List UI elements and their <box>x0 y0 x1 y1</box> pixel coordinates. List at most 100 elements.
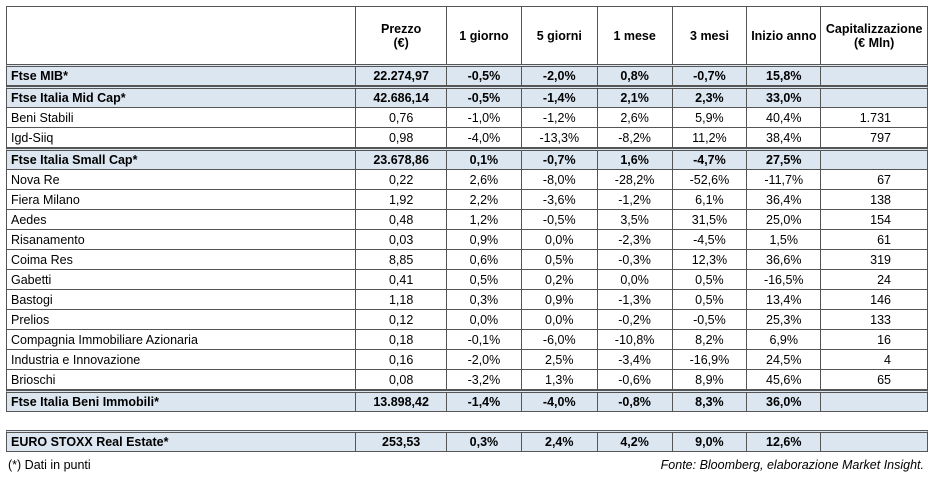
value-cell: -13,3% <box>522 128 598 147</box>
value-cell <box>821 67 927 85</box>
value-cell: 13.898,42 <box>356 393 448 411</box>
value-cell: 1,2% <box>447 210 522 229</box>
value-cell: 67 <box>877 172 891 187</box>
value-cell: -0,3% <box>598 250 673 269</box>
value-cell: -2,0% <box>447 350 522 369</box>
value-cell: -1,2% <box>522 108 598 127</box>
value-cell: 22.274,97 <box>356 67 448 85</box>
header-cell <box>7 7 357 65</box>
value-cell: -1,4% <box>447 393 522 411</box>
value-cell: 0,5% <box>447 270 522 289</box>
header-cell: Prezzo (€) <box>356 7 448 65</box>
value-cell: 1.731 <box>859 110 891 125</box>
value-cell: 2,6% <box>447 170 522 189</box>
stock-row: Nova Re 0,22 2,6% -8,0% -28,2% -52,6% -11,7% 67 <box>6 170 928 190</box>
value-cell: -11,7% <box>747 170 822 189</box>
value-cell: 8,2% <box>673 330 748 349</box>
header-text: 3 mesi <box>690 29 729 43</box>
value-cell: -28,2% <box>598 170 673 189</box>
value-cell: 2,5% <box>522 350 598 369</box>
value-cell: -10,8% <box>598 330 673 349</box>
value-cell: 8,9% <box>673 370 748 389</box>
value-cell: 0,12 <box>356 310 448 329</box>
header-text: 1 giorno <box>459 29 509 43</box>
value-cell: 2,4% <box>522 433 598 451</box>
row-label: Industria e Innovazione <box>7 350 357 369</box>
header-cell: 5 giorni <box>522 7 598 65</box>
header-cell: Inizio anno <box>747 7 822 65</box>
stock-row: Gabetti 0,41 0,5% 0,2% 0,0% 0,5% -16,5% 24 <box>6 270 928 290</box>
value-cell: -16,9% <box>673 350 748 369</box>
value-cell: -0,5% <box>447 67 522 85</box>
value-cell: 11,2% <box>673 128 748 147</box>
header-text: Prezzo <box>380 22 422 36</box>
stock-row: Prelios 0,12 0,0% 0,0% -0,2% -0,5% 25,3% 133 <box>6 310 928 330</box>
value-cell: 0,5% <box>673 290 748 309</box>
value-cell: 0,8% <box>598 67 673 85</box>
value-cell: 13,4% <box>747 290 822 309</box>
header-cell: 1 giorno <box>447 7 522 65</box>
value-cell: -0,7% <box>673 67 748 85</box>
header-text: (€ Mln) <box>853 36 895 50</box>
value-cell: 42.686,14 <box>356 89 448 107</box>
value-cell: 253,53 <box>356 433 448 451</box>
value-cell: 9,0% <box>673 433 748 451</box>
value-cell: 138 <box>870 192 891 207</box>
stock-row: Igd-Siiq 0,98 -4,0% -13,3% -8,2% 11,2% 38,4% 79… <box>6 128 928 148</box>
value-cell: 31,5% <box>673 210 748 229</box>
value-cell: -0,1% <box>447 330 522 349</box>
value-cell: 0,41 <box>356 270 448 289</box>
value-cell: 36,0% <box>747 393 822 411</box>
value-cell: 1,92 <box>356 190 448 209</box>
value-cell: -16,5% <box>747 270 822 289</box>
value-cell: 24,5% <box>747 350 822 369</box>
stock-row: Brioschi 0,08 -3,2% 1,3% -0,6% 8,9% 45,6% 65 <box>6 370 928 390</box>
value-cell: 0,22 <box>356 170 448 189</box>
value-cell: 133 <box>870 312 891 327</box>
index-row: Ftse Italia Small Cap* 23.678,86 0,1% -0,7%… <box>6 148 928 170</box>
row-label: Gabetti <box>7 270 357 289</box>
stock-row: Compagnia Immobiliare Azionaria 0,18 -0,1%… <box>6 330 928 350</box>
header-cell: 1 mese <box>598 7 673 65</box>
value-cell: 1,3% <box>522 370 598 389</box>
header-text: (€) <box>393 36 409 50</box>
value-cell: -2,0% <box>522 67 598 85</box>
value-cell: 0,98 <box>356 128 448 147</box>
stock-row: Bastogi 1,18 0,3% 0,9% -1,3% 0,5% 13,4% 146 <box>6 290 928 310</box>
value-cell: 0,9% <box>447 230 522 249</box>
value-cell: 5,9% <box>673 108 748 127</box>
row-label: Igd-Siiq <box>7 128 357 147</box>
row-label: EURO STOXX Real Estate* <box>7 433 357 451</box>
value-cell: 0,1% <box>447 151 522 169</box>
header-text: Capitalizzazione <box>825 22 923 36</box>
value-cell: 0,2% <box>522 270 598 289</box>
row-label: Beni Stabili <box>7 108 357 127</box>
value-cell: -2,3% <box>598 230 673 249</box>
row-label: Ftse Italia Beni Immobili* <box>7 393 357 411</box>
value-cell: 12,3% <box>673 250 748 269</box>
value-cell: 2,1% <box>598 89 673 107</box>
value-cell: -4,0% <box>522 393 598 411</box>
stock-row: Beni Stabili 0,76 -1,0% -1,2% 2,6% 5,9% 40,4% 1… <box>6 108 928 128</box>
value-cell: 2,6% <box>598 108 673 127</box>
value-cell: 1,18 <box>356 290 448 309</box>
row-label: Ftse MIB* <box>7 67 357 85</box>
row-label: Risanamento <box>7 230 357 249</box>
value-cell: 0,18 <box>356 330 448 349</box>
value-cell: -1,0% <box>447 108 522 127</box>
row-label: Bastogi <box>7 290 357 309</box>
value-cell: 6,1% <box>673 190 748 209</box>
value-cell: 0,5% <box>673 270 748 289</box>
value-cell: 24 <box>877 272 891 287</box>
value-cell: 25,0% <box>747 210 822 229</box>
value-cell: -0,6% <box>598 370 673 389</box>
header-text: 5 giorni <box>536 29 582 43</box>
value-cell: 3,5% <box>598 210 673 229</box>
value-cell: 0,0% <box>447 310 522 329</box>
value-cell: 0,5% <box>522 250 598 269</box>
value-cell: 25,3% <box>747 310 822 329</box>
stock-row: Risanamento 0,03 0,9% 0,0% -2,3% -4,5% 1,5% 61 <box>6 230 928 250</box>
row-label: Aedes <box>7 210 357 229</box>
value-cell: 40,4% <box>747 108 822 127</box>
